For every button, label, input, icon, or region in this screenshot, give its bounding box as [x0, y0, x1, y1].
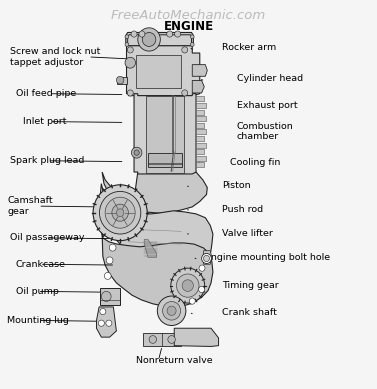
- Text: Mounting lug: Mounting lug: [8, 316, 69, 325]
- Circle shape: [109, 244, 116, 251]
- Text: FreeAutoMechanic.com: FreeAutoMechanic.com: [111, 9, 266, 21]
- Polygon shape: [117, 77, 127, 84]
- Text: Crankcase: Crankcase: [16, 260, 66, 269]
- Text: Piston: Piston: [222, 181, 251, 190]
- Circle shape: [182, 90, 188, 96]
- Circle shape: [116, 209, 124, 217]
- Circle shape: [142, 32, 156, 46]
- Circle shape: [190, 42, 194, 46]
- Circle shape: [112, 204, 129, 221]
- Circle shape: [106, 320, 112, 326]
- Circle shape: [127, 90, 133, 96]
- Polygon shape: [192, 81, 204, 93]
- Text: Oil feed pipe: Oil feed pipe: [16, 89, 76, 98]
- Text: Oil pump: Oil pump: [16, 287, 58, 296]
- Circle shape: [105, 197, 135, 228]
- Polygon shape: [174, 328, 219, 347]
- Text: Oil passageway: Oil passageway: [10, 233, 84, 242]
- Bar: [196, 103, 206, 108]
- Text: Cylinder head: Cylinder head: [237, 74, 303, 83]
- Text: Camshaft
gear: Camshaft gear: [8, 196, 53, 216]
- Text: Cooling fin: Cooling fin: [230, 158, 280, 167]
- Circle shape: [131, 31, 137, 37]
- Text: Push rod: Push rod: [222, 205, 264, 214]
- Circle shape: [175, 31, 181, 37]
- Bar: [196, 110, 204, 115]
- Bar: [196, 162, 204, 167]
- Circle shape: [149, 336, 156, 343]
- Text: Crank shaft: Crank shaft: [222, 308, 277, 317]
- Circle shape: [93, 185, 147, 241]
- Polygon shape: [204, 251, 212, 264]
- Circle shape: [134, 150, 139, 155]
- Polygon shape: [192, 65, 207, 76]
- Text: Engine mounting bolt hole: Engine mounting bolt hole: [205, 253, 331, 262]
- Circle shape: [104, 272, 111, 279]
- Circle shape: [202, 253, 211, 263]
- Bar: [196, 149, 204, 154]
- Circle shape: [199, 286, 205, 293]
- Polygon shape: [100, 184, 213, 268]
- Text: Exhaust port: Exhaust port: [237, 101, 297, 110]
- Text: Spark plug lead: Spark plug lead: [10, 156, 84, 165]
- Polygon shape: [134, 94, 196, 174]
- Circle shape: [168, 336, 175, 343]
- Bar: [148, 152, 182, 167]
- Text: Rocker arm: Rocker arm: [222, 43, 277, 52]
- Bar: [136, 55, 181, 88]
- Text: ENGINE: ENGINE: [164, 20, 213, 33]
- Bar: [196, 130, 206, 135]
- Bar: [196, 123, 204, 128]
- Circle shape: [100, 191, 141, 234]
- Bar: [196, 142, 206, 147]
- Text: Screw and lock nut
tappet adjustor: Screw and lock nut tappet adjustor: [10, 47, 100, 67]
- Polygon shape: [127, 46, 200, 96]
- Polygon shape: [144, 240, 156, 257]
- Bar: [196, 116, 206, 121]
- Circle shape: [182, 47, 188, 53]
- Bar: [146, 96, 184, 173]
- Circle shape: [116, 76, 124, 84]
- Circle shape: [190, 35, 194, 39]
- Circle shape: [125, 35, 129, 39]
- Circle shape: [132, 147, 142, 158]
- Bar: [100, 287, 120, 305]
- Text: Nonreturn valve: Nonreturn valve: [136, 356, 213, 365]
- Polygon shape: [97, 307, 116, 337]
- Circle shape: [125, 57, 136, 68]
- Polygon shape: [128, 35, 192, 46]
- Polygon shape: [100, 210, 213, 307]
- Circle shape: [189, 298, 195, 304]
- Polygon shape: [102, 172, 207, 213]
- Circle shape: [199, 265, 205, 271]
- Polygon shape: [126, 32, 193, 46]
- Circle shape: [106, 257, 113, 264]
- Text: Inlet port: Inlet port: [23, 117, 67, 126]
- Circle shape: [127, 47, 133, 53]
- Text: Combustion
chamber: Combustion chamber: [237, 122, 293, 141]
- Circle shape: [139, 31, 145, 37]
- Circle shape: [167, 306, 176, 315]
- Circle shape: [182, 280, 193, 291]
- Circle shape: [167, 31, 173, 37]
- Circle shape: [101, 291, 111, 301]
- Bar: [196, 96, 204, 102]
- Circle shape: [138, 28, 160, 51]
- Circle shape: [171, 268, 205, 303]
- Circle shape: [157, 296, 186, 326]
- Bar: [196, 136, 204, 141]
- Circle shape: [125, 42, 129, 46]
- Circle shape: [100, 308, 106, 315]
- Circle shape: [162, 301, 181, 320]
- Circle shape: [98, 320, 104, 326]
- Text: Timing gear: Timing gear: [222, 281, 279, 290]
- Circle shape: [176, 274, 199, 297]
- Text: Valve lifter: Valve lifter: [222, 229, 273, 238]
- Bar: [143, 333, 181, 346]
- Bar: [196, 156, 206, 161]
- Circle shape: [204, 255, 210, 261]
